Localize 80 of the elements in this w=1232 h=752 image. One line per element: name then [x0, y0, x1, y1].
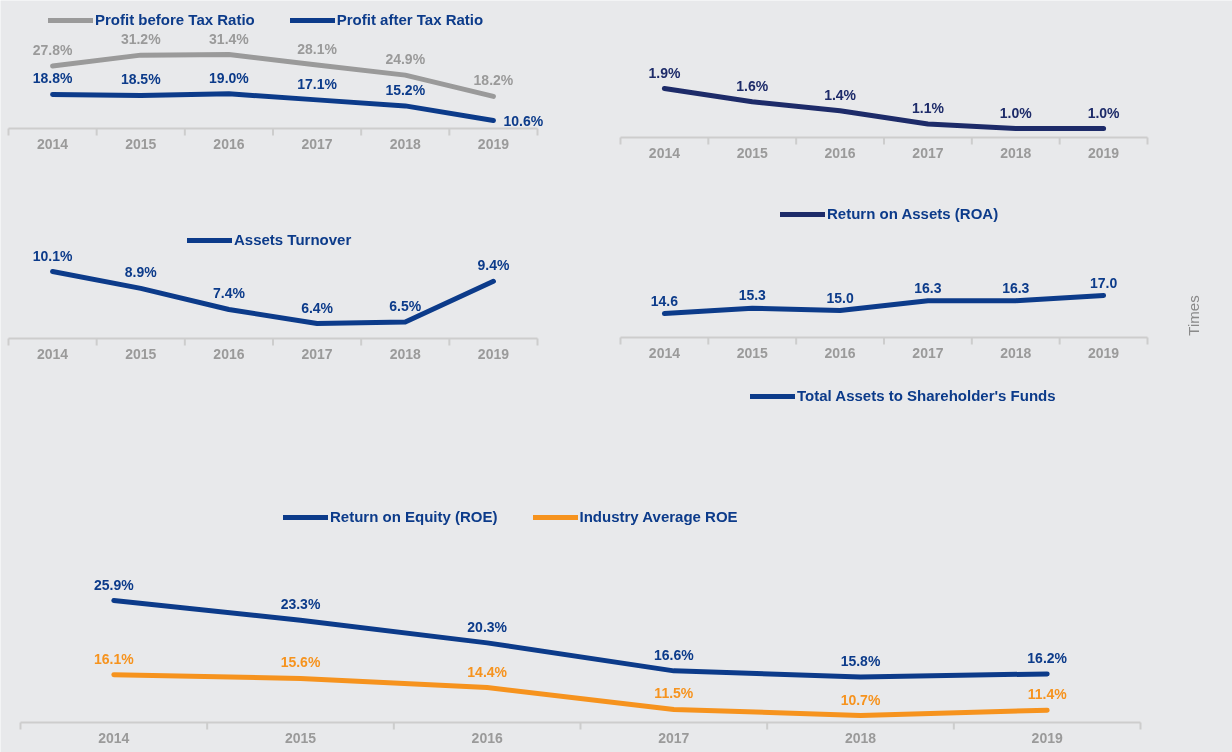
data-label: 23.3% [280, 596, 321, 613]
data-label: 19.0% [209, 69, 250, 86]
x-tick-label: 2019 [477, 135, 510, 152]
data-label: 1.4% [824, 86, 857, 103]
data-label: 10.6% [503, 112, 544, 129]
data-label: 24.9% [385, 51, 426, 68]
x-tick-label: 2014 [98, 729, 130, 746]
legend-label: Assets Turnover [234, 231, 352, 248]
data-label: 18.8% [32, 70, 73, 87]
x-tick-label: 2019 [1088, 344, 1120, 361]
x-tick-label: 2018 [844, 729, 877, 746]
x-tick-label: 2017 [912, 144, 944, 161]
x-tick-label: 2014 [37, 345, 69, 362]
data-label: 6.4% [301, 299, 334, 316]
x-tick-label: 2015 [736, 144, 769, 161]
x-tick-label: 2016 [213, 345, 245, 362]
data-label: 15.2% [385, 81, 426, 98]
data-label: 17.1% [297, 75, 338, 92]
data-label: 31.4% [209, 30, 250, 47]
x-tick-label: 2016 [213, 135, 245, 152]
x-tick-label: 2017 [301, 345, 333, 362]
y-axis-title: Times [1185, 295, 1202, 336]
data-label: 17.0 [1089, 274, 1118, 291]
data-label: 1.9% [648, 64, 681, 81]
x-tick-label: 2018 [389, 135, 422, 152]
data-label: 1.1% [911, 100, 945, 117]
x-tick-label: 2016 [824, 344, 856, 361]
x-tick-label: 2017 [301, 135, 333, 152]
data-label: 1.0% [1087, 104, 1121, 121]
data-label: 10.7% [840, 691, 881, 708]
legend-label: Industry Average ROE [579, 508, 738, 525]
data-label: 16.3 [914, 279, 942, 296]
data-label: 14.6 [650, 292, 679, 309]
x-tick-label: 2018 [1000, 144, 1032, 161]
data-label: 7.4% [212, 285, 246, 302]
x-tick-label: 2017 [658, 729, 690, 746]
data-label: 16.6% [653, 646, 695, 663]
data-label: 1.0% [999, 104, 1033, 121]
data-label: 28.1% [297, 40, 338, 57]
legend-label: Return on Equity (ROE) [330, 508, 498, 525]
x-tick-label: 2018 [389, 345, 422, 362]
data-label: 11.4% [1027, 686, 1068, 703]
x-tick-label: 2016 [824, 144, 856, 161]
data-label: 15.3 [738, 287, 767, 304]
data-label: 18.5% [120, 71, 162, 88]
x-tick-label: 2019 [477, 345, 510, 362]
data-label: 31.2% [120, 31, 162, 48]
legend-label: Return on Assets (ROA) [827, 205, 999, 222]
data-label: 25.9% [93, 576, 135, 593]
x-tick-label: 2014 [648, 344, 681, 361]
data-label: 14.4% [467, 663, 508, 680]
data-label: 15.0 [826, 289, 854, 306]
data-label: 6.5% [389, 298, 422, 315]
x-tick-label: 2014 [37, 135, 69, 152]
x-tick-label: 2015 [125, 345, 157, 362]
x-tick-label: 2015 [736, 344, 769, 361]
data-label: 8.9% [124, 264, 158, 281]
x-tick-label: 2019 [1031, 729, 1063, 746]
data-label: 15.6% [280, 654, 321, 671]
legend-label: Profit after Tax Ratio [336, 11, 484, 28]
data-label: 18.2% [473, 72, 514, 89]
x-tick-label: 2015 [125, 135, 157, 152]
data-label: 16.3 [1002, 279, 1030, 296]
data-label: 1.6% [736, 77, 769, 94]
data-label: 27.8% [32, 41, 73, 58]
x-tick-label: 2018 [1000, 344, 1032, 361]
x-tick-label: 2017 [912, 344, 944, 361]
x-tick-label: 2019 [1088, 144, 1120, 161]
legend-label: Total Assets to Shareholder's Funds [797, 387, 1056, 404]
data-label: 20.3% [467, 618, 508, 635]
data-label: 9.4% [477, 257, 510, 274]
data-label: 16.1% [93, 650, 135, 667]
x-tick-label: 2015 [284, 729, 317, 746]
x-tick-label: 2014 [648, 144, 681, 161]
data-label: 10.1% [32, 247, 73, 264]
data-label: 15.8% [840, 652, 881, 669]
x-tick-label: 2016 [471, 729, 503, 746]
legend-label: Profit before Tax Ratio [95, 11, 255, 28]
data-label: 11.5% [654, 685, 694, 702]
data-label: 16.2% [1027, 649, 1068, 666]
